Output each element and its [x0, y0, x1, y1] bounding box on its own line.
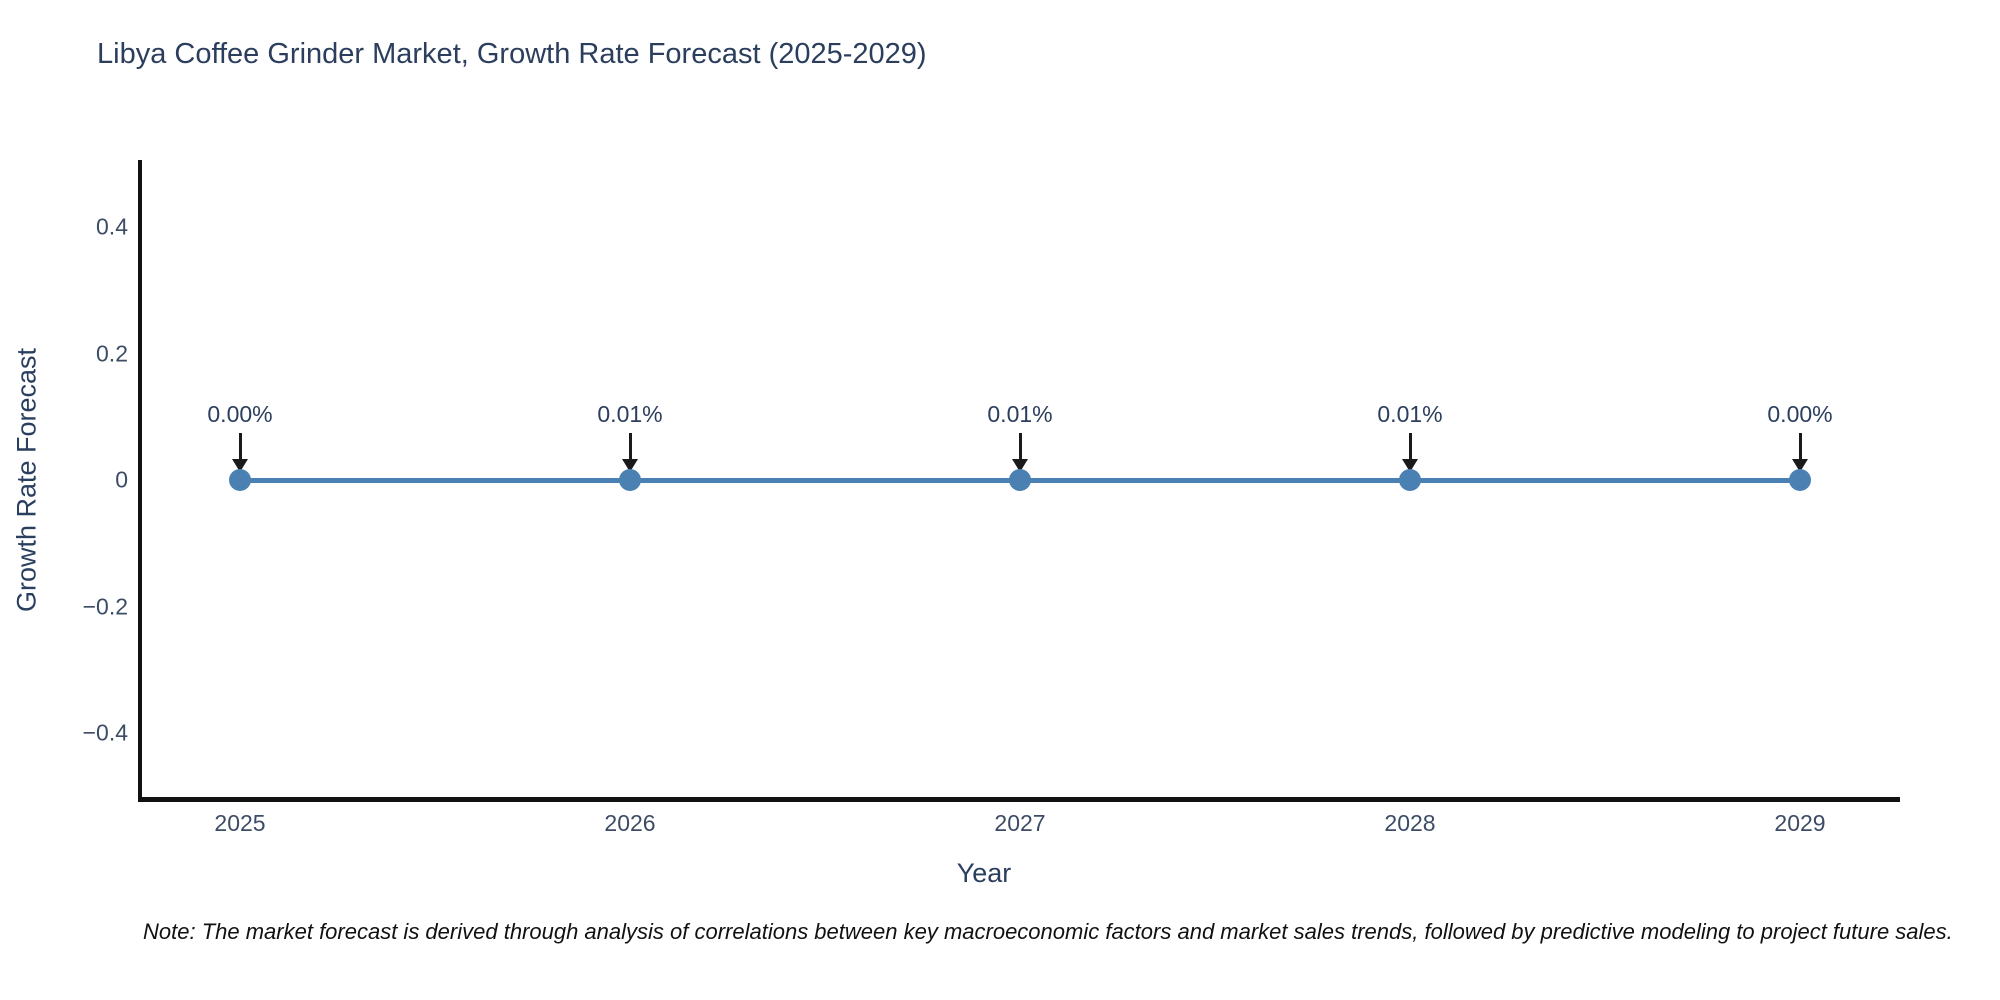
- point-annotation-label: 0.01%: [597, 400, 663, 427]
- data-point-marker[interactable]: [1399, 468, 1421, 491]
- data-point-marker[interactable]: [229, 469, 251, 491]
- point-annotation-label: 0.01%: [1377, 400, 1443, 427]
- y-tick-label: −0.4: [82, 719, 128, 746]
- point-annotation-label: 0.00%: [207, 401, 273, 427]
- annotation-arrow-head-icon: [1792, 459, 1808, 472]
- annotation-arrow-stem: [1798, 433, 1802, 460]
- y-tick-label: −0.2: [82, 593, 128, 619]
- data-point-marker[interactable]: [1789, 469, 1811, 491]
- y-tick-label: 0.2: [96, 340, 128, 366]
- y-axis-line: [138, 160, 142, 802]
- annotation-arrow-stem: [1408, 432, 1412, 460]
- annotation-arrow-stem: [238, 433, 242, 460]
- annotation-arrow-stem: [1018, 432, 1022, 460]
- x-axis-title: Year: [956, 858, 1012, 888]
- x-tick-label: 2028: [1384, 810, 1436, 836]
- chart-title: Libya Coffee Grinder Market, Growth Rate…: [97, 38, 927, 70]
- data-point-marker[interactable]: [619, 468, 641, 491]
- annotation-arrow-head-icon: [1402, 458, 1418, 472]
- x-tick-label: 2026: [604, 810, 656, 836]
- point-annotation-label: 0.01%: [987, 400, 1053, 427]
- x-axis-line: [138, 797, 1900, 802]
- annotation-arrow-head-icon: [622, 458, 638, 472]
- y-tick-label: 0.4: [96, 213, 128, 240]
- x-tick-label: 2027: [994, 810, 1046, 836]
- x-tick-label: 2025: [214, 810, 266, 836]
- annotation-arrow-stem: [628, 432, 632, 460]
- x-tick-label: 2029: [1774, 810, 1826, 836]
- data-point-marker[interactable]: [1009, 468, 1031, 491]
- point-annotation-label: 0.00%: [1767, 401, 1833, 427]
- y-tick-label: 0: [115, 466, 128, 493]
- annotation-arrow-head-icon: [232, 459, 248, 472]
- footnote: Note: The market forecast is derived thr…: [143, 919, 1953, 944]
- annotation-arrow-head-icon: [1012, 458, 1028, 472]
